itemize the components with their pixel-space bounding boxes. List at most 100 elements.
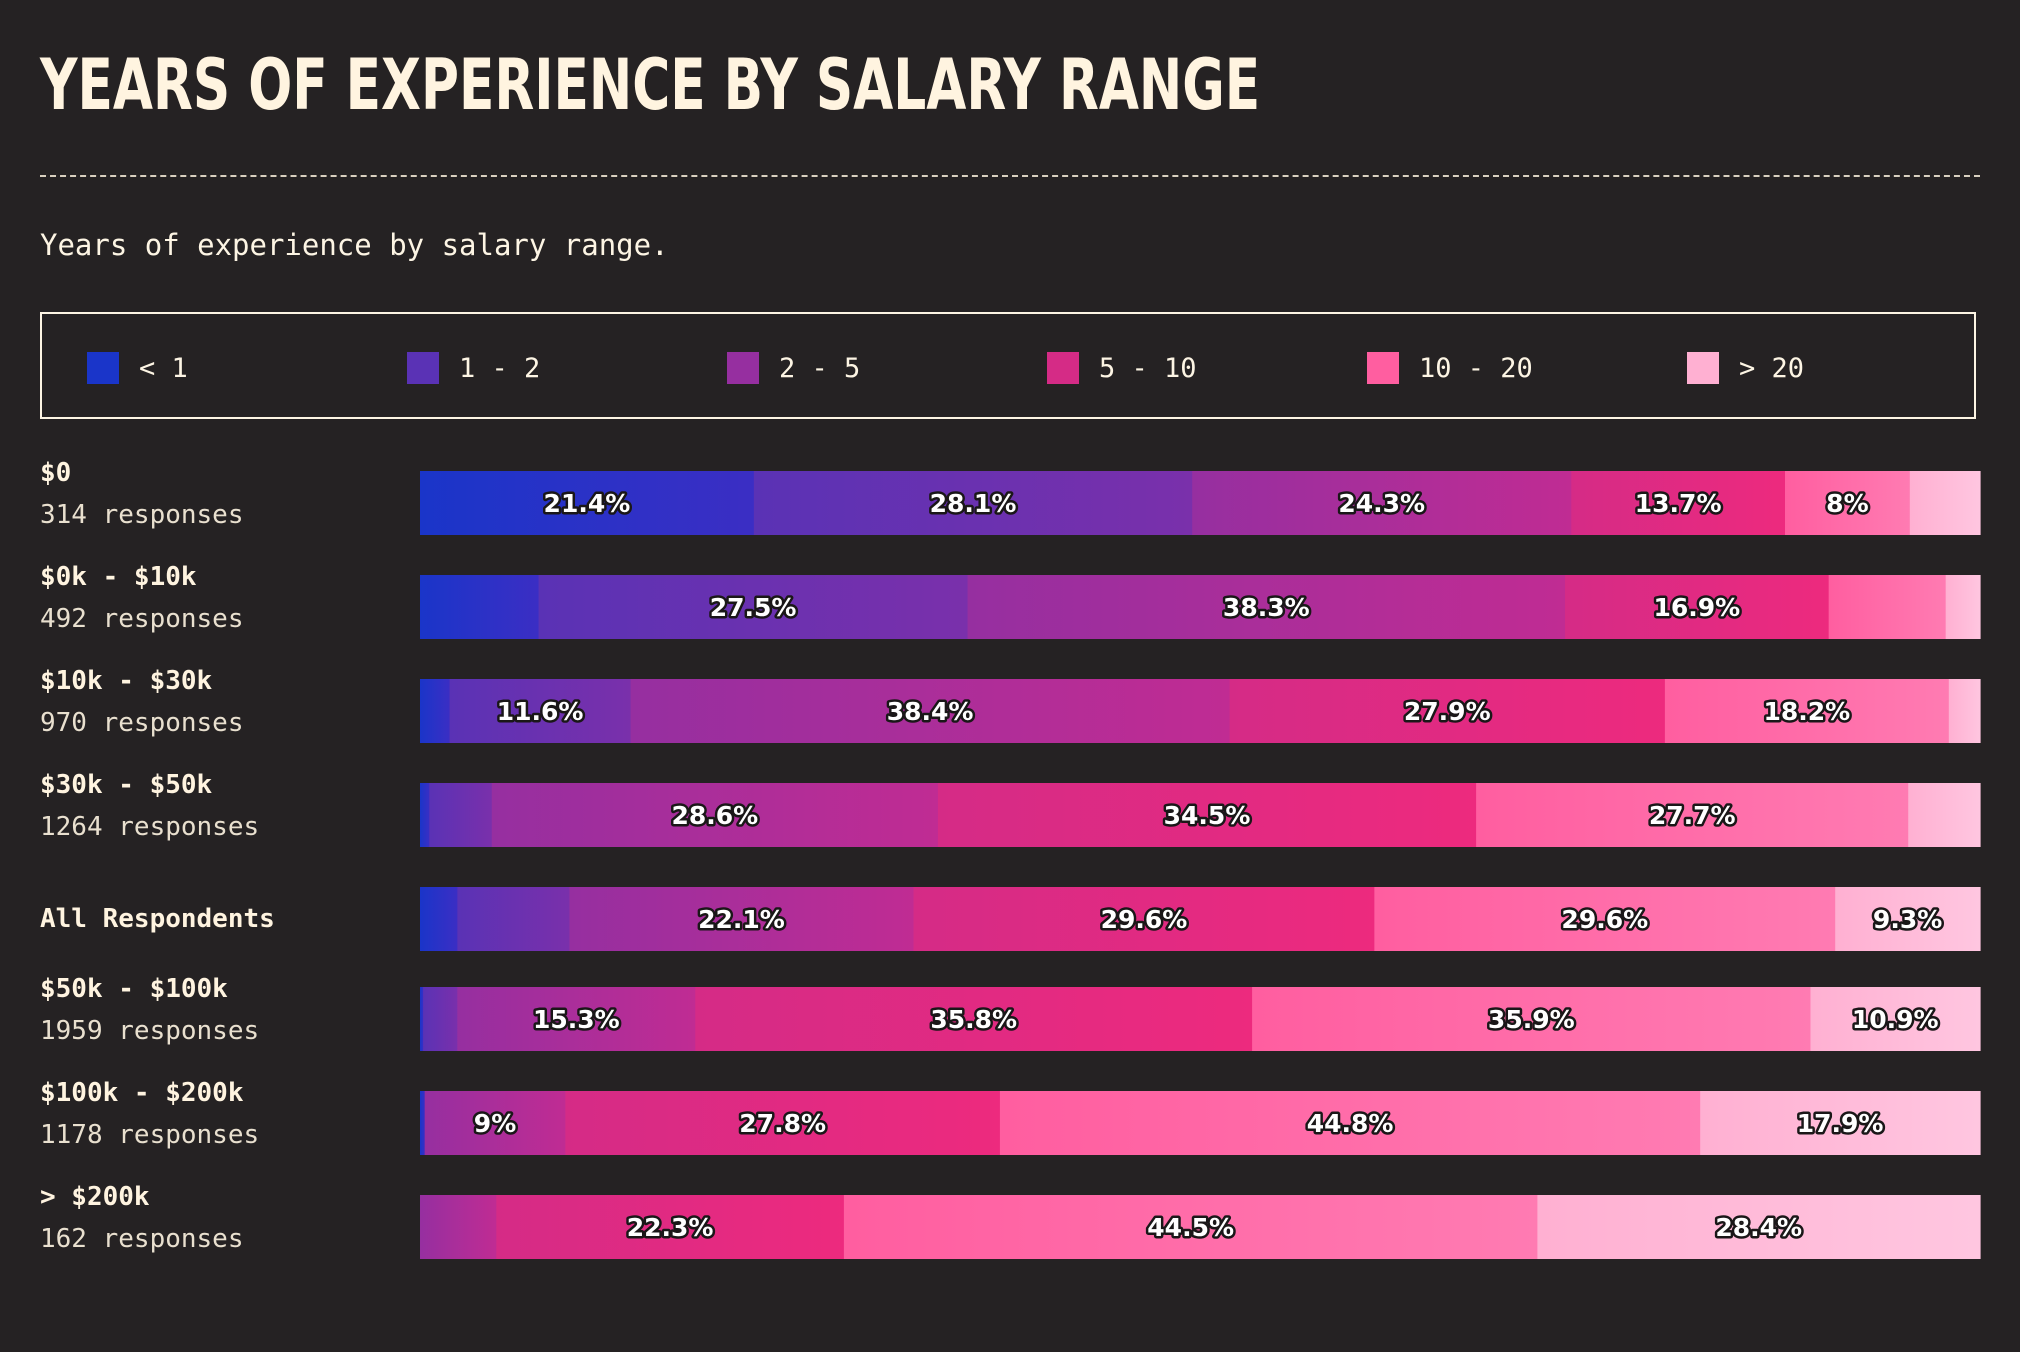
bar-segment — [1252, 987, 1812, 1051]
bar-data-label: 44.5% — [1147, 1213, 1234, 1242]
row-label: $0k - $10k 492 responses — [40, 561, 244, 635]
row-response-count: 1959 responses — [40, 1016, 260, 1046]
bar-data-label: 29.6% — [1101, 905, 1188, 934]
bar-segment — [1664, 679, 1950, 743]
bar-data-label: 9% — [474, 1109, 516, 1138]
bar-data-label: 38.3% — [1223, 593, 1310, 622]
row-response-count: 162 responses — [40, 1224, 244, 1254]
bar-segment — [999, 1091, 1701, 1155]
legend-item: < 1 — [87, 352, 188, 384]
row-name: $50k - $100k — [40, 974, 228, 1004]
legend-swatch — [727, 352, 759, 384]
bar-segment — [420, 1195, 497, 1259]
bar-row: 21.4% 28.1% 24.3% 13.7% 8% — [420, 471, 1981, 535]
bar-segment — [695, 987, 1253, 1051]
bar-data-label: 27.7% — [1649, 801, 1736, 830]
legend-swatch — [1367, 352, 1399, 384]
legend-label: 5 - 10 — [1099, 352, 1197, 384]
row-response-count: 970 responses — [40, 708, 244, 738]
legend-label: 10 - 20 — [1419, 352, 1533, 384]
row-label: > $200k 162 responses — [40, 1181, 244, 1255]
bar-segment — [937, 783, 1477, 847]
bar-segment — [1828, 575, 1947, 639]
bar-data-label: 38.4% — [887, 697, 974, 726]
row-label: All Respondents — [40, 903, 275, 935]
bar-segment — [1565, 575, 1830, 639]
bar-segment — [1909, 471, 1981, 535]
bar-segment — [843, 1195, 1539, 1259]
row-name: > $200k — [40, 1182, 150, 1212]
legend-label: > 20 — [1739, 352, 1805, 384]
chart-title: YEARS OF EXPERIENCE BY SALARY RANGE — [40, 44, 1261, 126]
bar-data-label: 29.6% — [1561, 905, 1648, 934]
bar-segment — [1571, 471, 1786, 535]
bar-data-label: 24.3% — [1338, 489, 1425, 518]
row-response-count: 1178 responses — [40, 1120, 260, 1150]
bar-segment — [420, 471, 755, 535]
bar-segment — [630, 679, 1231, 743]
title-divider — [40, 175, 1980, 177]
row-name: $0k - $10k — [40, 562, 197, 592]
bar-data-label: 16.9% — [1653, 593, 1740, 622]
bar-data-label: 27.9% — [1404, 697, 1491, 726]
bar-data-label: 10.9% — [1852, 1005, 1939, 1034]
bar-data-label: 44.8% — [1307, 1109, 1394, 1138]
bar-segment — [420, 1091, 426, 1155]
bar-segment — [424, 1091, 566, 1155]
bar-segment — [449, 679, 632, 743]
legend-swatch — [87, 352, 119, 384]
legend-item: 2 - 5 — [727, 352, 860, 384]
bar-segment — [491, 783, 939, 847]
bar-segment — [538, 575, 969, 639]
bar-segment — [420, 887, 458, 951]
legend-swatch — [1687, 352, 1719, 384]
bar-data-label: 18.2% — [1763, 697, 1850, 726]
legend-label: 2 - 5 — [779, 352, 861, 384]
bar-segment — [1785, 471, 1911, 535]
row-response-count: 314 responses — [40, 500, 244, 530]
row-label: $0 314 responses — [40, 457, 244, 531]
bar-data-label: 34.5% — [1164, 801, 1251, 830]
row-label: $30k - $50k 1264 responses — [40, 769, 259, 843]
bar-data-label: 27.8% — [739, 1109, 826, 1138]
bar-row: 27.5% 38.3% 16.9% — [420, 575, 1981, 639]
bar-segment — [457, 887, 571, 951]
bar-segment — [420, 783, 430, 847]
bar-segment — [420, 679, 451, 743]
bar-segment — [457, 987, 696, 1051]
bar-data-label: 28.1% — [930, 489, 1017, 518]
bar-segment — [753, 471, 1193, 535]
chart-subtitle: Years of experience by salary range. — [40, 228, 669, 262]
bar-data-label: 22.3% — [627, 1213, 714, 1242]
row-name: $0 — [40, 458, 72, 488]
row-response-count: 492 responses — [40, 604, 244, 634]
bar-data-label: 11.6% — [497, 697, 584, 726]
legend-item: 5 - 10 — [1047, 352, 1197, 384]
row-label: $10k - $30k 970 responses — [40, 665, 244, 739]
bar-row: 22.1% 29.6% 29.6% 9.3% — [420, 887, 1981, 951]
bar-segment — [1700, 1091, 1981, 1155]
bar-segment — [1835, 887, 1981, 951]
bar-data-label: 9.3% — [1873, 905, 1942, 934]
bar-segment — [496, 1195, 845, 1259]
row-response-count: 1264 responses — [40, 812, 260, 842]
bar-segment — [1945, 575, 1981, 639]
row-name: $30k - $50k — [40, 770, 213, 800]
bar-row: 28.6% 34.5% 27.7% — [420, 783, 1981, 847]
legend-swatch — [1047, 352, 1079, 384]
bar-segment — [1537, 1195, 1981, 1259]
bar-data-label: 28.4% — [1715, 1213, 1802, 1242]
bar-segment — [420, 575, 540, 639]
legend-label: 1 - 2 — [459, 352, 541, 384]
bar-data-label: 21.4% — [544, 489, 631, 518]
bar-row: 15.3% 35.8% 35.9% 10.9% — [420, 987, 1981, 1051]
bar-segment — [1192, 471, 1572, 535]
bar-segment — [423, 987, 458, 1051]
legend-item: 10 - 20 — [1367, 352, 1533, 384]
bar-segment — [420, 987, 424, 1051]
row-name: $100k - $200k — [40, 1078, 244, 1108]
row-label: $50k - $100k 1959 responses — [40, 973, 259, 1047]
bar-segment — [565, 1091, 1001, 1155]
bar-data-label: 13.7% — [1635, 489, 1722, 518]
bar-segment — [1810, 987, 1981, 1051]
